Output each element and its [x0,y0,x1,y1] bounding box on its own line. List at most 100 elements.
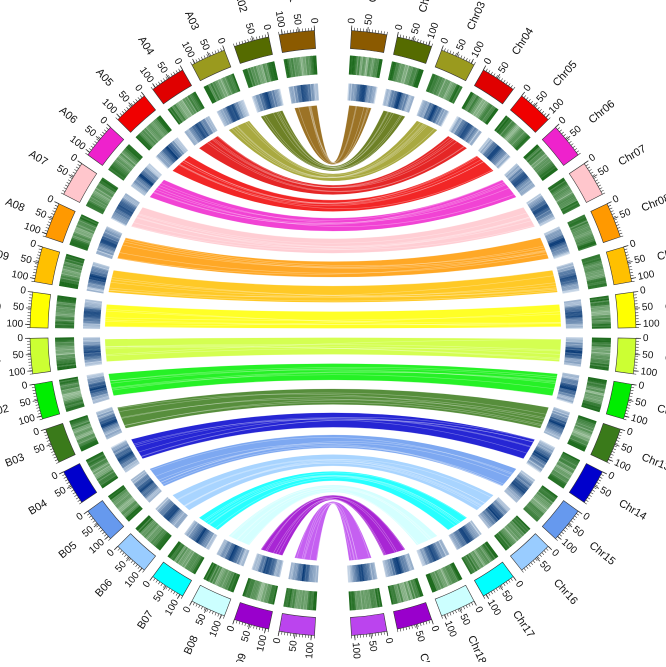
minor-tick [630,393,633,394]
minor-tick [594,487,597,489]
chromosome-band [615,338,636,374]
tick-label: 100 [640,366,658,379]
minor-tick [262,628,263,631]
minor-tick [614,446,617,447]
minor-tick [629,269,632,270]
minor-tick [233,44,234,47]
synteny-links [105,106,561,561]
tick-label: 50 [32,442,47,456]
minor-tick [499,587,501,590]
minor-tick [531,101,533,103]
tick-label: 100 [643,318,660,329]
tick-label: 50 [288,639,300,652]
minor-tick [598,480,601,481]
minor-tick [129,105,131,107]
major-tick [114,546,118,550]
major-tick [546,114,550,118]
minor-tick [626,410,629,411]
heatmap-Chr04 [449,92,499,146]
minor-tick [196,59,197,62]
minor-tick [171,590,173,593]
major-tick [84,511,88,514]
chromosome-label: A08 [4,196,27,214]
minor-tick [442,616,443,619]
heatmap-Chr11 [564,337,611,371]
minor-tick [450,613,451,616]
tick-label: 100 [6,318,23,329]
minor-tick [466,605,467,608]
major-tick [47,444,52,446]
major-tick [474,601,476,605]
minor-tick [62,190,65,191]
minor-tick [48,222,51,223]
minor-tick [469,59,470,62]
minor-tick [540,555,542,557]
major-tick [141,92,144,96]
tick-label: 50 [642,301,654,313]
heatmap-B01 [55,337,102,371]
tick-label: 0 [513,579,525,590]
minor-tick [384,632,385,635]
minor-tick [619,233,622,234]
minor-tick [104,534,106,536]
minor-tick [78,500,81,502]
chromosome-band [34,381,59,419]
chromosome-label: Chr02 [417,0,437,14]
minor-tick [43,236,46,237]
minor-tick [87,513,89,515]
minor-tick [34,399,37,400]
minor-tick [576,513,578,515]
minor-tick [96,525,98,527]
minor-tick [158,82,160,84]
minor-tick [253,626,254,629]
minor-tick [594,177,597,179]
tick-label: 0 [172,56,185,67]
minor-tick [61,193,64,194]
minor-tick [571,144,573,146]
minor-tick [540,109,542,111]
minor-tick [50,449,53,450]
heatmap-A04 [168,92,218,146]
minor-tick [587,497,590,499]
tick-label: 100 [630,413,649,428]
minor-tick [546,548,548,550]
link-ribbon [105,338,561,362]
minor-tick [529,99,531,101]
minor-tick [415,38,416,41]
tick-label: 50 [240,629,254,643]
minor-tick [100,530,102,532]
tick-label: 100 [87,537,107,557]
minor-tick [575,516,577,518]
tick-label: 100 [17,413,36,428]
tick-label: 100 [485,598,503,618]
minor-tick [417,39,418,42]
minor-tick [54,208,57,209]
minor-tick [78,164,81,166]
minor-tick [53,211,56,212]
tick-label: 50 [19,253,33,266]
minor-tick [242,41,243,44]
minor-tick [239,42,240,45]
minor-tick [511,578,513,580]
chromosome-label: A07 [27,148,50,168]
minor-tick [627,405,630,406]
minor-tick [34,266,37,267]
minor-tick [68,485,71,487]
minor-tick [587,167,590,169]
minor-tick [412,38,413,41]
minor-tick [35,264,38,265]
minor-tick [576,151,578,153]
major-tick [38,246,43,247]
minor-tick [215,613,216,616]
minor-tick [207,54,208,57]
minor-tick [156,83,158,85]
minor-tick [420,623,421,626]
minor-tick [70,177,73,179]
minor-tick [71,490,74,492]
minor-tick [499,77,501,80]
